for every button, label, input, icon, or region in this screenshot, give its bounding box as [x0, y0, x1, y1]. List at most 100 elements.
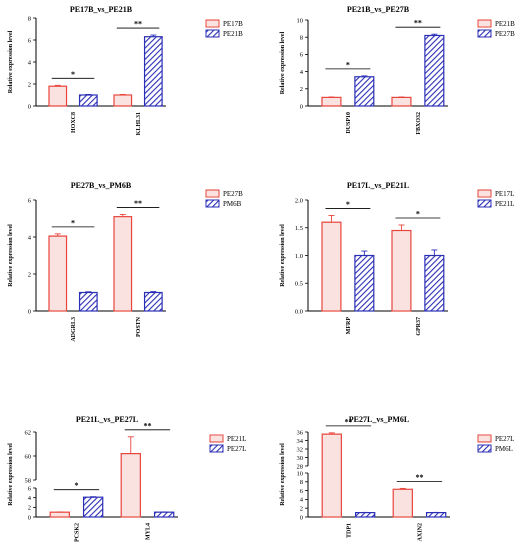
legend-swatch: [477, 189, 492, 198]
y-tick-label: 0: [28, 103, 31, 110]
significance-marker: **: [143, 421, 151, 430]
x-category-label: GPR37: [416, 317, 422, 336]
y-tick-label: 0: [300, 514, 303, 521]
x-category-label: TDP1: [346, 523, 352, 538]
y-tick-label: 28: [297, 463, 304, 470]
x-category-label: POSTN: [136, 316, 142, 337]
bar-PE27L-MYL4: [153, 511, 175, 518]
bar-PE21L-MYL4: [120, 453, 141, 518]
legend-swatch: [477, 29, 492, 38]
legend-label: PE17B: [223, 20, 243, 28]
significance-marker: **: [415, 473, 423, 482]
y-tick-label: 0.5: [295, 281, 303, 288]
y-tick-label: 6: [28, 485, 32, 492]
y-tick-label: 0: [300, 103, 303, 110]
legend-swatch: [205, 29, 220, 38]
y-tick-label: 4: [300, 497, 304, 504]
bar-PE17B-HOXC8: [48, 85, 68, 107]
y-tick-label: 10: [297, 470, 304, 477]
legend-swatch: [205, 199, 220, 208]
bar-PE27B-ADGRL3: [48, 235, 68, 312]
legend-swatch: [477, 19, 492, 28]
bar-PE27B-DUSP10: [354, 76, 375, 107]
chart-title: PE21B_vs_PE27B: [347, 5, 410, 14]
bar-PE27L-TDP1: [321, 433, 342, 518]
y-tick-label: 8: [300, 35, 303, 42]
x-category-label: KLHL31: [136, 112, 142, 135]
y-axis-label: Relative expression level: [8, 224, 14, 287]
legend-swatch: [209, 444, 224, 453]
y-tick-label: 8: [28, 15, 31, 22]
significance-marker: **: [134, 20, 142, 29]
chart-panel-1: PE17B_vs_PE21B Relative expression level 0…: [8, 5, 243, 135]
y-tick-label: 30: [297, 455, 304, 462]
bar-PM6B-ADGRL3: [78, 291, 98, 312]
legend-label: PE21B: [223, 30, 243, 38]
y-tick-label: 4: [300, 69, 304, 76]
y-axis-label: Relative expression level: [280, 443, 286, 506]
x-category-label: PCSK2: [74, 523, 80, 542]
y-tick-label: 1.0: [295, 253, 303, 260]
chart-title: PE27L_vs_PM6L: [349, 415, 409, 424]
bar-PE21L-PCSK2: [49, 511, 70, 518]
bar-PE21L-GPR37: [424, 254, 445, 312]
y-tick-label: 1.5: [295, 225, 303, 232]
legend-label: PE27L: [227, 445, 246, 453]
y-tick-label: 32: [297, 446, 304, 453]
legend-label: PM6B: [223, 200, 242, 208]
x-category-label: HOXC8: [71, 112, 77, 133]
y-tick-label: 4: [28, 234, 32, 241]
bar-PE17B-KLHL31: [113, 94, 133, 107]
y-tick-label: 8: [300, 479, 303, 486]
significance-marker: *: [71, 218, 75, 227]
y-tick-label: 2: [28, 81, 31, 88]
bar-PE21B-HOXC8: [78, 94, 98, 107]
legend-label: PE27B: [495, 30, 515, 38]
y-axis-label: Relative expression level: [8, 443, 14, 506]
legend-swatch: [209, 434, 224, 443]
y-tick-label: 6: [300, 52, 304, 59]
significance-marker: *: [346, 60, 350, 69]
y-tick-label: 0.0: [295, 308, 303, 315]
y-tick-label: 0: [28, 514, 31, 521]
chart-panel-5: PE21L_vs_PE27L Relative expression level 0…: [8, 415, 246, 542]
y-tick-label: 62: [25, 429, 32, 436]
chart-panel-6: PE27L_vs_PM6L Relative expression level 0 2…: [280, 415, 514, 541]
legend-label: PE27L: [495, 435, 514, 443]
x-category-label: FBXO32: [416, 112, 422, 135]
y-tick-label: 60: [25, 453, 32, 460]
legend-swatch: [205, 189, 220, 198]
chart-title: PE27B_vs_PM6B: [71, 181, 132, 190]
y-axis-label: Relative expression level: [280, 224, 286, 287]
y-axis-label: Relative expression level: [280, 31, 286, 94]
bar-PM6B-POSTN: [143, 291, 163, 312]
significance-marker: *: [71, 70, 75, 79]
y-tick-label: 2.0: [295, 197, 303, 204]
y-tick-label: 6: [300, 488, 304, 495]
y-tick-label: 34: [297, 438, 304, 445]
significance-marker: *: [416, 209, 420, 218]
bar-PE17L-GPR37: [391, 229, 412, 312]
y-tick-label: 2: [28, 271, 31, 278]
bar-PE27B-FBXO32: [424, 34, 445, 107]
legend-swatch: [477, 199, 492, 208]
y-tick-label: 6: [28, 197, 32, 204]
chart-panel-2: PE21B_vs_PE27B Relative expression level 0…: [280, 5, 515, 135]
x-category-label: DUSP10: [346, 112, 352, 134]
legend-swatch: [205, 19, 220, 28]
legend-swatch: [477, 434, 492, 443]
legend-label: PE27B: [223, 190, 243, 198]
significance-marker: *: [346, 200, 350, 209]
bar-PE21B-KLHL31: [143, 36, 163, 107]
x-category-label: MFRP: [346, 317, 352, 335]
bar-PE27L-PCSK2: [82, 496, 104, 518]
legend-label: PE17L: [495, 190, 514, 198]
y-tick-label: 58: [25, 477, 32, 484]
legend-label: PM6L: [495, 445, 513, 453]
legend-swatch: [477, 444, 492, 453]
bar-PE21L-MFRP: [354, 254, 375, 312]
chart-title: PE21L_vs_PE27L: [76, 415, 138, 424]
bar-PM6L-TDP1: [354, 511, 376, 518]
y-tick-label: 6: [28, 37, 32, 44]
